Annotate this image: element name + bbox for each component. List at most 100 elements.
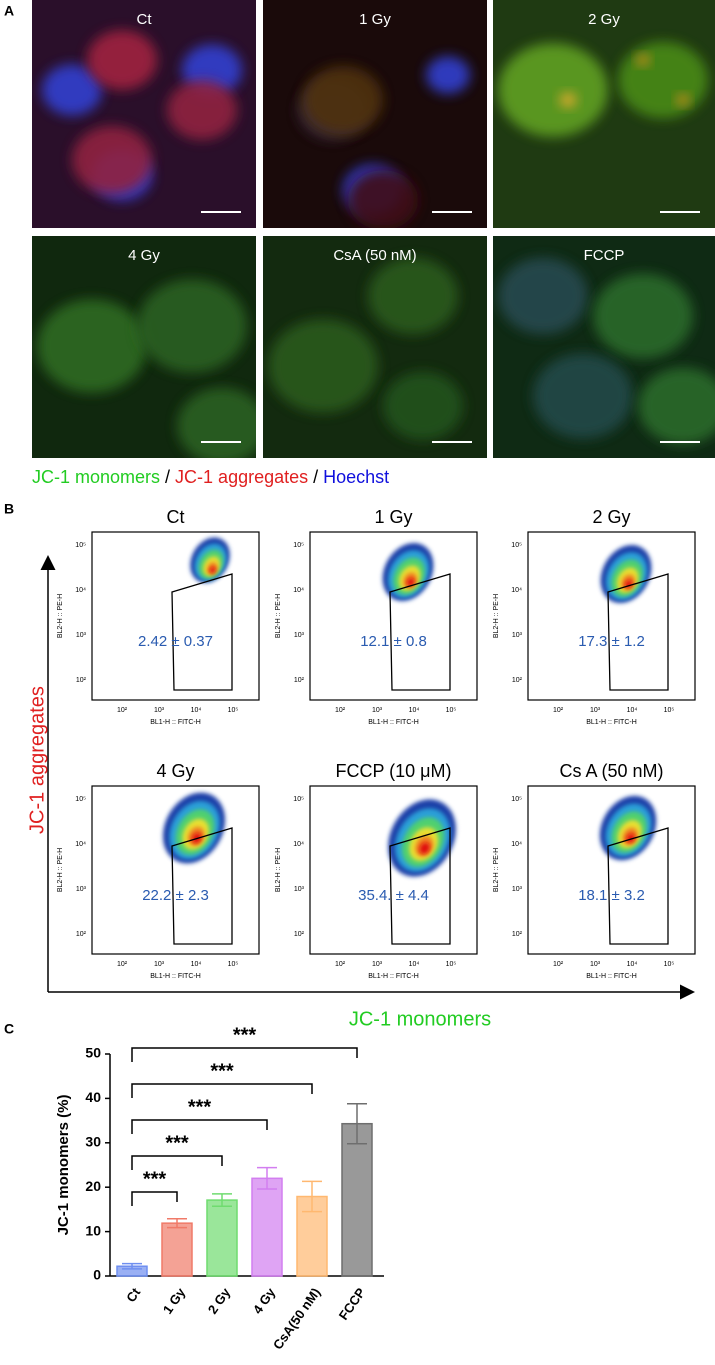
x-tick-label: 10² (335, 707, 346, 714)
cell (87, 30, 157, 90)
bar (161, 1222, 193, 1277)
micrograph: CsA (50 nM) (263, 236, 487, 458)
x-tick-label: 10² (117, 707, 128, 714)
error-bar (347, 1102, 367, 1145)
x-tick-label: 2 Gy (205, 1284, 234, 1316)
error-bar (257, 1166, 277, 1190)
cell (167, 80, 237, 140)
significance-label: *** (233, 1024, 257, 1046)
image (263, 0, 487, 228)
error-bar (302, 1180, 322, 1213)
cell (637, 54, 649, 66)
plot-y-label: BL2-H :: PE-H (493, 594, 500, 638)
y-tick-label: 10 (85, 1222, 101, 1238)
y-tick-label: 10⁵ (293, 796, 304, 803)
image-label: Ct (137, 11, 153, 28)
y-tick-label: 10² (76, 677, 87, 684)
cell (268, 319, 378, 413)
x-tick-label: 10⁴ (627, 707, 638, 714)
cell (383, 372, 463, 440)
gate-value: 35.4. ± 4.4 (358, 887, 429, 904)
image-label: FCCP (584, 247, 625, 264)
cell (37, 299, 147, 393)
bar (206, 1199, 238, 1277)
micrograph: FCCP (493, 236, 715, 458)
cell (677, 94, 689, 106)
x-tick-label: 10² (335, 961, 346, 968)
plot-x-label: BL1-H :: FITC-H (586, 973, 637, 980)
y-tick-label: 50 (85, 1045, 101, 1061)
gate (389, 827, 451, 945)
plot-x-label: BL1-H :: FITC-H (150, 719, 201, 726)
x-tick-label: 1 Gy (160, 1284, 189, 1316)
gate (607, 573, 669, 691)
cell (498, 43, 608, 137)
x-tick-label: 10⁵ (446, 707, 457, 714)
y-tick-label: 10² (76, 931, 87, 938)
micrograph: 2 Gy (493, 0, 715, 228)
panel-label: A (4, 3, 14, 19)
y-tick-label: 10³ (76, 632, 87, 639)
gate-value: 2.42 ± 0.37 (138, 633, 213, 650)
significance-label: *** (188, 1096, 212, 1118)
legend-item: / (313, 467, 318, 487)
x-tick-label: 10⁴ (191, 707, 202, 714)
x-tick-label: 10² (117, 961, 128, 968)
x-tick-label: 10³ (372, 961, 383, 968)
x-tick-label: 10⁴ (409, 707, 420, 714)
y-tick-label: 10³ (76, 886, 87, 893)
gate-value: 18.1 ± 3.2 (578, 887, 645, 904)
image (32, 236, 256, 458)
y-tick-label: 10⁴ (511, 587, 522, 594)
cell (426, 56, 470, 94)
panel-label: B (4, 501, 14, 517)
image (263, 236, 487, 458)
y-tick-label: 10⁴ (75, 587, 86, 594)
gate-value: 12.1 ± 0.8 (360, 633, 427, 650)
gate (389, 573, 451, 691)
plot-title: Ct (167, 507, 185, 527)
plot-frame (309, 785, 478, 955)
cell (618, 41, 708, 119)
plot-y-label: BL2-H :: PE-H (57, 848, 64, 892)
y-tick-label: 10² (294, 677, 305, 684)
image-label: 1 Gy (359, 11, 391, 28)
significance-bracket (131, 1047, 358, 1062)
x-tick-label: FCCP (336, 1285, 369, 1323)
x-tick-label: 10⁵ (446, 961, 457, 968)
panel-label: C (4, 1021, 14, 1037)
y-tick-label: 30 (85, 1134, 101, 1150)
cell (638, 367, 715, 445)
x-tick-label: 10⁵ (228, 707, 239, 714)
x-tick-label: 10³ (372, 707, 383, 714)
y-axis-label: JC-1 monomers (%) (55, 1095, 72, 1236)
y-tick-label: 10⁵ (75, 796, 86, 803)
cell (368, 257, 458, 335)
y-tick-label: 10³ (512, 886, 523, 893)
x-tick-label: 10³ (154, 961, 165, 968)
flow-plot: FCCP (10 μM) 35.4. ± 4.4 10² 10² 10³ 10³ 10⁴ 10… (275, 761, 478, 980)
x-tick-label: 4 Gy (250, 1284, 279, 1316)
significance-label: *** (165, 1132, 189, 1154)
y-tick-label: 10³ (294, 886, 305, 893)
x-tick-label: 10⁵ (664, 707, 675, 714)
plot-frame (91, 531, 260, 701)
plot-title: FCCP (10 μM) (335, 761, 451, 781)
y-tick-label: 10⁴ (511, 841, 522, 848)
error-bar (167, 1217, 187, 1229)
x-tick-label: 10² (553, 961, 564, 968)
plot-title: 4 Gy (156, 761, 194, 781)
cell (348, 170, 418, 228)
axis-label: JC-1 aggregates (26, 686, 48, 834)
plot-title: 1 Gy (374, 507, 412, 527)
x-tick-label: 10⁵ (228, 961, 239, 968)
y-tick-label: 10² (512, 677, 523, 684)
gate-value: 17.3 ± 1.2 (578, 633, 645, 650)
density (209, 566, 216, 574)
flow-plot: Cs A (50 nM) 18.1 ± 3.2 10² 10² 10³ 10³ 10⁴ 10⁴… (493, 761, 696, 980)
flow-plot: 4 Gy 22.2 ± 2.3 10² 10² 10³ 10³ 10⁴ 10⁴ 10⁵ 10⁵ BL… (57, 761, 260, 980)
x-tick-label: 10³ (590, 707, 601, 714)
gate (171, 573, 233, 691)
cell (303, 66, 383, 134)
